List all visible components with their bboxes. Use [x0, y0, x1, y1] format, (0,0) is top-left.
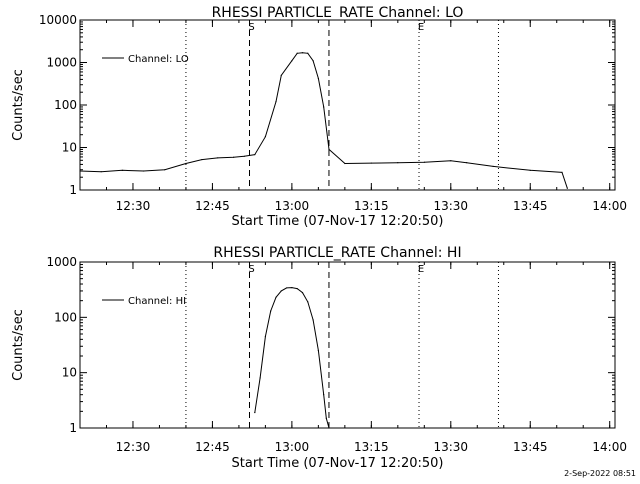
- data-point: [233, 156, 235, 158]
- data-point: [307, 301, 309, 303]
- chart-title: RHESSI PARTICLE_RATE Channel: HI: [213, 245, 461, 261]
- y-tick-label: 1000: [46, 255, 77, 269]
- y-tick-label: 1: [69, 421, 77, 435]
- x-tick-label: 13:45: [513, 199, 548, 213]
- data-point: [79, 170, 81, 172]
- data-point: [317, 350, 319, 352]
- data-point: [275, 101, 277, 103]
- x-tick-label: 12:30: [116, 199, 151, 213]
- y-tick-label: 1000: [46, 56, 77, 70]
- data-point: [323, 106, 325, 108]
- x-axis-label: Start Time (07-Nov-17 12:20:50): [232, 214, 444, 229]
- y-tick-label: 100: [54, 310, 77, 324]
- y-tick-label: 10: [62, 141, 77, 155]
- data-point: [201, 158, 203, 161]
- data-point: [259, 377, 261, 379]
- data-point: [243, 155, 245, 157]
- x-tick-label: 13:00: [275, 199, 310, 213]
- data-point: [296, 288, 298, 290]
- y-tick-label: 100: [54, 98, 77, 112]
- series-line-0: [254, 287, 330, 429]
- data-point: [142, 170, 145, 172]
- data-point: [423, 161, 425, 163]
- chart-panel-1: RHESSI PARTICLE_RATE Channel: HI 1 10 100 10…: [11, 245, 627, 471]
- data-point: [185, 162, 187, 165]
- data-point: [566, 187, 568, 189]
- data-point: [270, 310, 272, 312]
- x-tick-label: 14:00: [592, 199, 627, 213]
- x-tick-label: 13:45: [513, 440, 548, 454]
- data-point: [312, 60, 314, 62]
- data-point: [307, 52, 309, 54]
- legend-label: Channel: HI: [128, 296, 186, 307]
- data-point: [317, 77, 319, 80]
- data-point: [529, 169, 531, 171]
- y-tick-label: 1: [69, 183, 77, 197]
- x-tick-label: 12:30: [116, 440, 151, 454]
- x-tick-label: 13:00: [275, 440, 310, 454]
- data-point: [328, 427, 330, 429]
- data-point: [296, 52, 298, 54]
- y-axis-label: Counts/sec: [11, 309, 26, 381]
- data-point: [492, 165, 494, 167]
- timestamp: 2-Sep-2022 08:51: [564, 469, 636, 478]
- data-point: [450, 160, 452, 162]
- data-point: [397, 162, 399, 164]
- y-tick-label: 10000: [39, 13, 77, 27]
- marker-label: S: [248, 22, 254, 33]
- data-point: [254, 411, 256, 414]
- chart-panel-0: RHESSI PARTICLE_RATE Channel: LO 1 10 100 10…: [11, 5, 627, 229]
- data-point: [291, 286, 293, 289]
- data-point: [370, 162, 372, 164]
- data-point: [264, 136, 266, 138]
- data-point: [217, 157, 219, 159]
- legend-label: Channel: LO: [128, 54, 189, 65]
- data-point: [275, 296, 277, 298]
- marker-label: E: [418, 22, 424, 33]
- data-point: [323, 394, 325, 396]
- x-tick-label: 14:00: [592, 440, 627, 454]
- data-point: [280, 290, 282, 292]
- data-point: [100, 171, 102, 173]
- data-point: [291, 60, 293, 62]
- data-point: [264, 335, 266, 338]
- data-point: [164, 169, 166, 171]
- x-tick-label: 13:15: [354, 440, 389, 454]
- data-point: [561, 171, 563, 173]
- data-point: [325, 417, 327, 419]
- data-point: [312, 319, 314, 321]
- chart-title: RHESSI PARTICLE_RATE Channel: LO: [212, 5, 464, 21]
- data-point: [301, 52, 304, 54]
- data-point: [301, 291, 304, 294]
- marker-label: E: [418, 264, 424, 275]
- data-point: [280, 74, 282, 76]
- data-point: [328, 148, 330, 151]
- x-axis-label: Start Time (07-Nov-17 12:20:50): [232, 456, 444, 471]
- plot-frame: [79, 19, 616, 191]
- y-axis-label: Counts/sec: [11, 69, 26, 141]
- data-point: [466, 162, 468, 164]
- data-point: [344, 162, 346, 165]
- y-tick-label: 10: [62, 366, 77, 380]
- data-point: [254, 154, 256, 156]
- data-point: [285, 287, 288, 289]
- x-tick-label: 13:15: [354, 199, 389, 213]
- x-tick-label: 13:30: [433, 440, 468, 454]
- plot-frame: [79, 261, 616, 429]
- data-point: [121, 169, 123, 171]
- x-tick-label: 12:45: [195, 199, 230, 213]
- marker-label: S: [248, 264, 254, 275]
- series-line-0: [79, 52, 568, 189]
- x-tick-label: 12:45: [195, 440, 230, 454]
- x-tick-label: 13:30: [433, 199, 468, 213]
